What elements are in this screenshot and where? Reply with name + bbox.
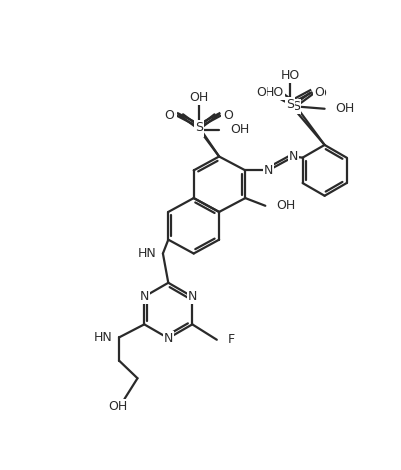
Text: OH: OH [334, 102, 354, 115]
Text: O: O [223, 109, 233, 122]
Text: O: O [265, 87, 275, 100]
Text: O: O [221, 108, 231, 121]
Text: OH: OH [108, 400, 128, 413]
Text: N: N [187, 290, 196, 303]
Text: F: F [227, 333, 234, 346]
Text: O: O [316, 87, 326, 100]
Text: S: S [292, 100, 300, 113]
Text: OH: OH [275, 199, 295, 212]
Text: HO: HO [279, 69, 299, 82]
Text: S: S [285, 98, 293, 110]
Text: HN: HN [138, 247, 156, 260]
Text: N: N [139, 290, 149, 303]
Text: HO: HO [264, 86, 283, 99]
Text: OH: OH [229, 123, 249, 136]
Text: OH: OH [189, 91, 208, 104]
Text: HN: HN [94, 331, 113, 344]
Text: S: S [194, 121, 203, 134]
Text: S: S [194, 123, 203, 136]
Text: O: O [255, 86, 265, 99]
Text: O: O [164, 109, 174, 122]
Text: N: N [163, 332, 172, 345]
Text: O: O [314, 86, 323, 99]
Text: N: N [263, 164, 272, 177]
Text: O: O [165, 108, 175, 121]
Text: N: N [288, 150, 298, 163]
